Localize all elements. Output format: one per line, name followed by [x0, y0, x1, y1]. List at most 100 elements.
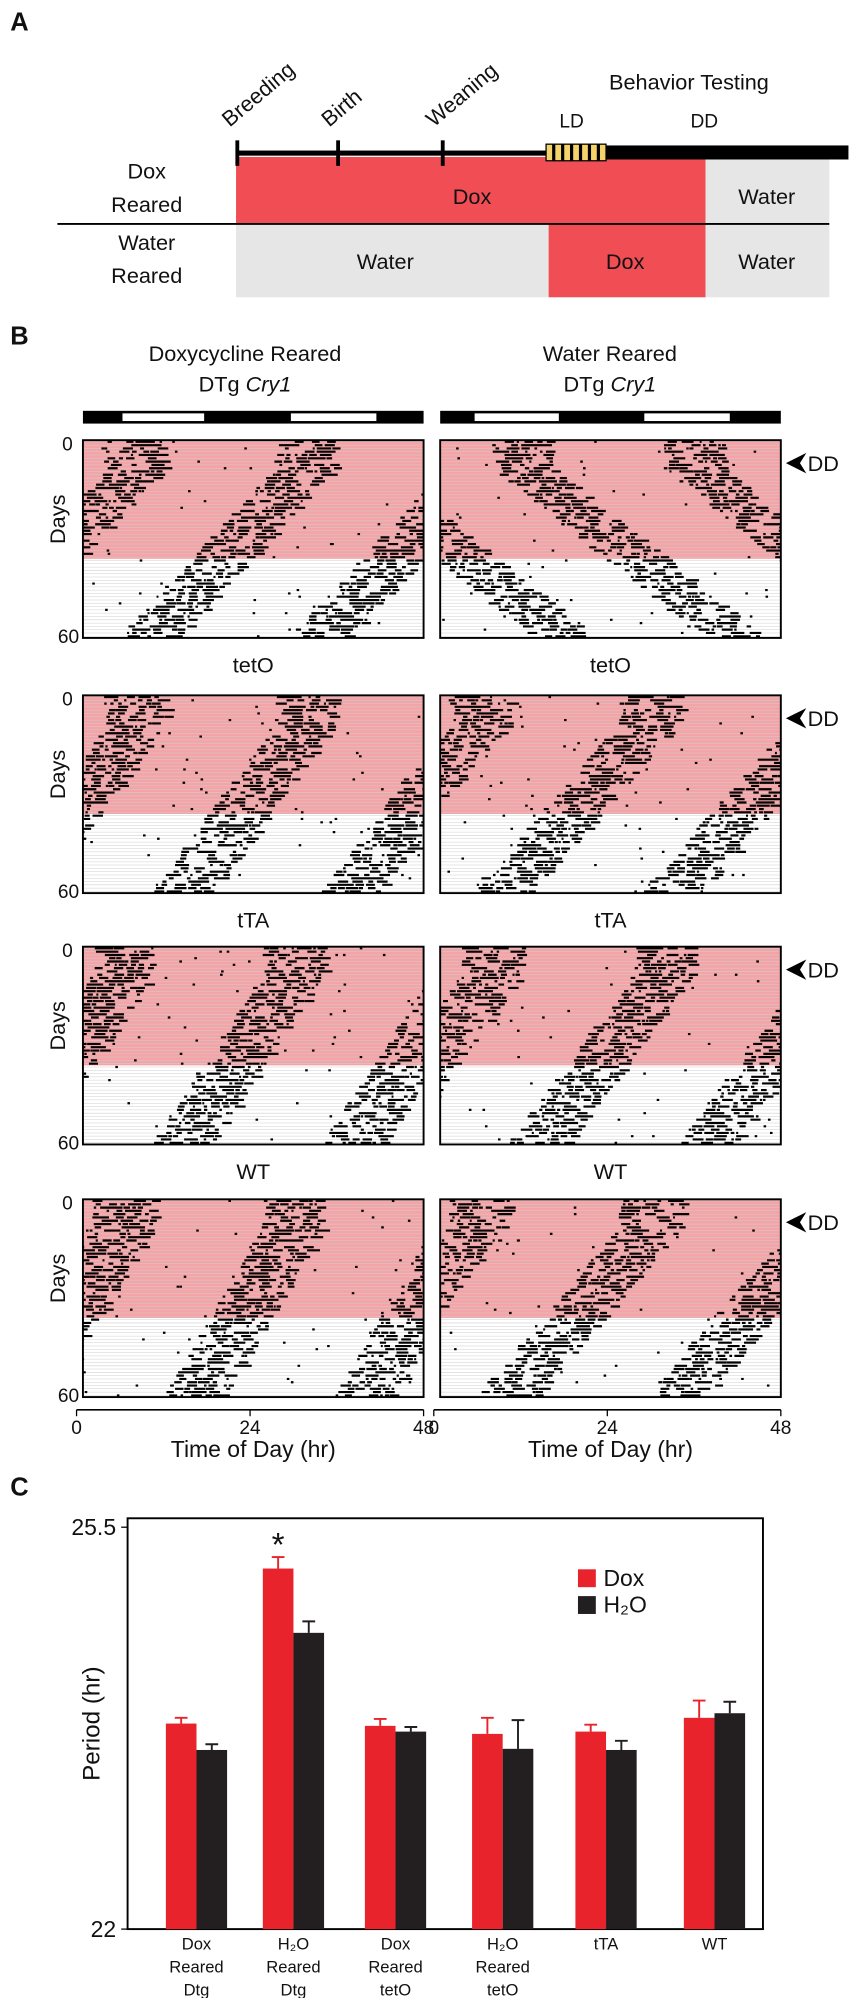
actograms: 0 60 Days tetO DD tetO 0 60 Days tTA DD tTA 0 60 Days W… [45, 434, 839, 1462]
x-tick-label: 48 [413, 1418, 434, 1439]
bar [683, 1717, 715, 1930]
x-tick-label: Dox [381, 1935, 411, 1954]
actogram-frame [81, 439, 425, 639]
annotation: * [272, 1527, 285, 1564]
panel-label: C [10, 1473, 28, 1501]
column-title: Water Reared [543, 341, 677, 366]
dd-arrow [785, 708, 807, 729]
phase-label: DD [690, 112, 718, 133]
x-tick-label: tTA [594, 1935, 620, 1954]
error-bar [584, 1723, 598, 1732]
ld-bar [82, 410, 781, 424]
phase-label: LD [559, 112, 583, 133]
column-title: Doxycycline Reared [149, 341, 342, 366]
row-label: Water [118, 230, 175, 255]
bar [395, 1731, 427, 1930]
days-tick: 60 [58, 882, 79, 903]
activity-record [440, 695, 781, 893]
error-bar [302, 1620, 316, 1633]
dd-label: DD [808, 957, 839, 982]
bar [196, 1749, 228, 1930]
dox-shading [440, 1199, 781, 1318]
y-tick-label: 25.5 [71, 1514, 116, 1540]
actogram-frame [439, 694, 782, 895]
dox-period [236, 156, 706, 224]
error-bar [174, 1716, 188, 1724]
segment-label: Water [738, 249, 795, 274]
dox-shading [440, 946, 781, 1066]
genotype-label: tTA [594, 908, 627, 933]
segment-label: Dox [453, 184, 492, 209]
segment-label: Dox [606, 249, 645, 274]
error-bar [271, 1556, 285, 1569]
x-tick-label: Dtg [281, 1980, 307, 1998]
column-genotype: DTg Cry1 [199, 372, 292, 397]
actogram-frame [439, 945, 782, 1146]
dd-arrow [785, 959, 807, 980]
days-tick: 0 [62, 1194, 73, 1215]
error-bar [373, 1718, 387, 1726]
dox-shading [82, 1199, 424, 1318]
activity-record [82, 440, 424, 638]
x-tick-label: WT [702, 1935, 728, 1954]
x-tick-label: 48 [770, 1418, 791, 1439]
x-tick-label: tetO [487, 1980, 518, 1998]
genotype-label: WT [236, 1159, 270, 1184]
genotype-label: tetO [233, 652, 274, 677]
panel-label: A [10, 9, 28, 37]
milestone: Birth [316, 84, 366, 132]
y-tick-label: 22 [91, 1916, 117, 1942]
days-tick: 0 [62, 434, 73, 455]
genotype-label: tTA [237, 908, 270, 933]
x-tick-label: 0 [428, 1418, 439, 1439]
row-label: Reared [111, 192, 182, 217]
x-axis-label: Time of Day (hr) [528, 1436, 693, 1462]
row-label: Reared [111, 263, 182, 288]
gene: Cry1 [610, 372, 656, 397]
error-bar [205, 1743, 219, 1750]
dd-label: DD [808, 706, 839, 731]
dd-arrow [785, 452, 807, 474]
dox-shading [82, 440, 424, 559]
days-tick: 60 [58, 1134, 79, 1155]
days-label: Days [45, 1254, 70, 1304]
days-tick: 60 [58, 627, 79, 648]
dd-label: DD [808, 451, 839, 476]
bar-chart: 22 25.5 Dox Reared Dtg H₂O Reared Dtg Dox Reared t… [71, 1514, 746, 1998]
actogram-frame [81, 694, 425, 895]
x-tick-label: H₂O [487, 1935, 518, 1954]
water-period [705, 224, 830, 298]
bar [606, 1749, 637, 1930]
error-bar [723, 1700, 737, 1714]
bar [575, 1731, 607, 1930]
days-tick: 0 [62, 941, 73, 962]
milestone: Breeding [217, 56, 300, 131]
bar [502, 1748, 534, 1930]
error-bar [692, 1699, 706, 1718]
error-bar [614, 1739, 628, 1750]
dox-shading [82, 695, 424, 814]
days-tick: 60 [58, 1386, 79, 1407]
days-tick: 0 [62, 690, 73, 711]
panel-label: B [10, 322, 28, 350]
dd-arrow [785, 1212, 807, 1233]
dox-shading [82, 946, 424, 1066]
activity-record [440, 947, 781, 1144]
plot-frame [126, 1517, 764, 1931]
actogram-frame [81, 945, 425, 1146]
ld-stripes [552, 144, 600, 161]
segment-label: Water [738, 184, 795, 209]
x-tick-label: 24 [239, 1418, 261, 1439]
x-axis-label: Time of Day (hr) [171, 1436, 336, 1462]
segment-label: Water [357, 249, 414, 274]
bar [364, 1725, 396, 1930]
days-label: Days [45, 750, 70, 800]
bar [714, 1713, 746, 1930]
genotype-label: WT [594, 1159, 628, 1184]
legend-swatch [577, 1569, 596, 1588]
error-bar [481, 1716, 494, 1734]
bar [262, 1568, 294, 1930]
error-bar [511, 1719, 525, 1749]
days-label: Days [45, 494, 70, 544]
